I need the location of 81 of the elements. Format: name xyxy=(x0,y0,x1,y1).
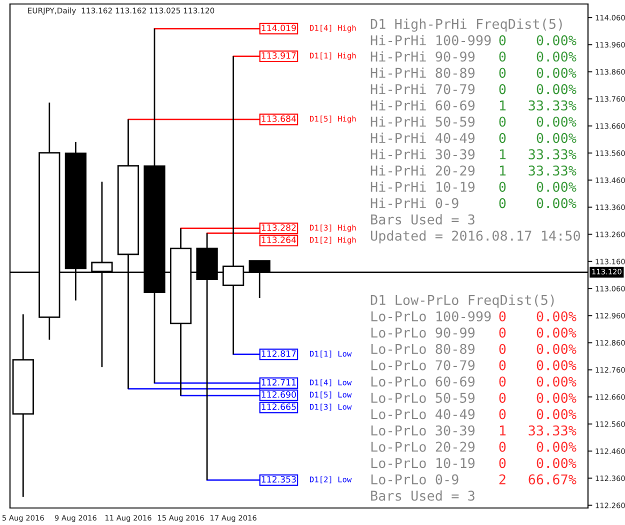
category-label: Lo-PrLo 0-9 xyxy=(371,474,458,484)
text: D1 Low-PrLo FreqDist(5) xyxy=(370,294,554,308)
annotation: 0.00% xyxy=(536,198,576,208)
annotation: 0.00% xyxy=(536,344,576,354)
category-label: Hi-PrHi 30-39 xyxy=(370,148,475,160)
annotation: 0.00% xyxy=(536,442,576,452)
category-label: Hi-PrHi 10-19 xyxy=(370,182,475,192)
category-label: Hi-PrHi 0-9 xyxy=(370,198,458,208)
category-label: Hi-PrHi 80-89 xyxy=(370,68,475,78)
data-label: 0 xyxy=(499,68,506,78)
data-label: 0 xyxy=(499,442,506,452)
category-label: Hi-PrHi 20-29 xyxy=(370,165,475,176)
annotation: 0.00% xyxy=(536,68,576,78)
annotation: 0.00% xyxy=(536,182,576,192)
annotation: 66.67% xyxy=(528,474,576,484)
category-label: Hi-PrHi 100-999 xyxy=(370,34,491,46)
data-label: 0 xyxy=(499,409,506,420)
data-label: 0 xyxy=(499,84,506,94)
data-label: 0 xyxy=(499,116,506,127)
data-label: 0 xyxy=(499,35,506,46)
ref-line-label: 112.353 xyxy=(262,476,296,483)
data-label: 0 xyxy=(499,198,506,208)
data-label: 0 xyxy=(499,376,506,387)
annotation: 0.00% xyxy=(536,376,576,387)
data-label: 0 xyxy=(499,458,506,468)
category-label: Lo-PrLo 70-79 xyxy=(371,360,475,370)
data-label: 1 xyxy=(500,166,506,176)
annotation: Updated = 2016.08.17 14:50 xyxy=(370,230,580,244)
category-label: Lo-PrLo 50-59 xyxy=(371,392,475,403)
annotation: 33.33% xyxy=(528,425,576,436)
annotation: 33.33% xyxy=(528,149,576,160)
data-label: 0 xyxy=(499,360,506,370)
ref-line-label: 112.711 xyxy=(262,379,296,386)
annotation: 0.00% xyxy=(536,458,576,468)
annotation: 33.33% xyxy=(528,100,576,111)
category-label: Lo-PrLo 20-29 xyxy=(371,442,475,452)
data-label: 0 xyxy=(499,328,506,338)
annotation: 0.00% xyxy=(536,311,576,322)
annotation: Bars Used = 3 xyxy=(371,490,474,501)
data-label: 1 xyxy=(500,426,506,436)
ref-line-label: 114.019 xyxy=(262,24,296,32)
annotation: 0.00% xyxy=(536,328,576,338)
data-label: 0 xyxy=(499,344,506,354)
annotation: 0.00% xyxy=(536,51,576,62)
annotation: 0.00% xyxy=(536,84,576,94)
category-label: Lo-PrLo 80-89 xyxy=(371,344,475,354)
category-label: Hi-PrHi 50-59 xyxy=(370,116,475,127)
data-label: 0 xyxy=(499,51,506,62)
data-label: 1 xyxy=(500,149,506,160)
data-label: 0 xyxy=(499,311,506,322)
category-label: Lo-PrLo 100-999 xyxy=(371,311,491,322)
data-label: 0 xyxy=(499,392,506,403)
annotation: 0.00% xyxy=(536,116,576,127)
annotation: 0.00% xyxy=(536,132,576,144)
ref-line-label: 113.264 xyxy=(262,236,296,244)
annotation: 33.33% xyxy=(528,165,576,176)
annotation: 0.00% xyxy=(536,392,576,403)
ref-line-label: 112.690 xyxy=(262,391,296,398)
annotation: 0.00% xyxy=(536,35,576,46)
data-label: 2 xyxy=(499,474,506,484)
category-label: Lo-PrLo 90-99 xyxy=(371,328,475,338)
data-label: 0 xyxy=(499,182,506,192)
text: D1 High-PrHi FreqDist(5) xyxy=(370,18,562,32)
legend-label: 112.665 xyxy=(262,403,296,410)
ref-line-label: 113.684 xyxy=(262,115,296,122)
ref-line-label: 112.817 xyxy=(262,350,296,357)
data-label: 1 xyxy=(500,100,506,110)
category-label: Lo-PrLo 10-19 xyxy=(371,458,475,468)
category-label: Hi-PrHi 70-79 xyxy=(370,84,475,94)
category-label: Hi-PrHi 40-49 xyxy=(370,132,475,144)
ref-line-label: 113.917 xyxy=(262,52,296,59)
category-label: Lo-PrLo 40-49 xyxy=(371,409,475,420)
annotation: Bars Used = 3 xyxy=(371,214,474,225)
category-label: Hi-PrHi 60-69 xyxy=(370,100,475,111)
category-label: Lo-PrLo 60-69 xyxy=(371,376,475,387)
annotation: 0.00% xyxy=(536,360,576,370)
data-label: 0 xyxy=(499,132,506,144)
ref-line-label: 113.282 xyxy=(262,224,296,231)
category-label: Hi-PrHi 90-99 xyxy=(370,51,475,62)
category-label: Lo-PrLo 30-39 xyxy=(371,425,475,436)
annotation: 0.00% xyxy=(536,409,576,420)
